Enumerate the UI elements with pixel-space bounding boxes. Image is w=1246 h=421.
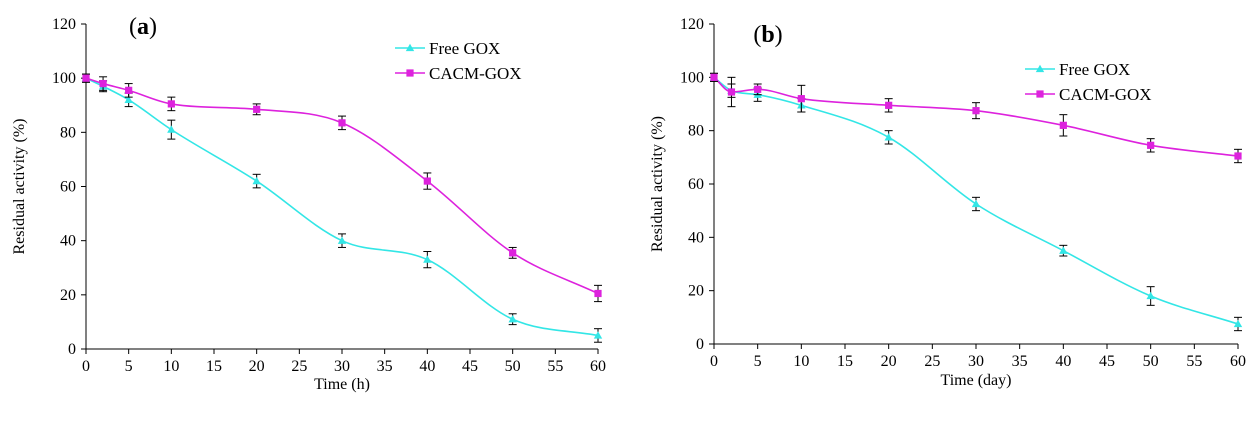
data-point [884,133,893,141]
x-tick-label: 5 [754,353,762,370]
x-tick-label: 50 [1143,353,1159,370]
series-free-gox [81,73,603,343]
x-axis-label: Time (h) [314,376,370,393]
data-point [252,176,261,185]
x-tick-label: 45 [462,358,478,375]
data-point [1147,141,1155,149]
data-point [885,101,893,109]
x-tick-label: 30 [334,358,350,375]
series-line [85,77,599,295]
data-point [253,105,261,113]
y-tick-label: 40 [60,233,76,250]
chart-panel-b: 0 20 40 60 80 100 120 0 5 10 15 20 25 30 35 40 45 50 55 60 T… [649,16,1246,389]
x-axis-label: Time (day) [941,372,1012,389]
data-point [1234,152,1242,160]
legend-entry: CACM-GOX [395,64,522,83]
legend-entry: Free GOX [1025,60,1130,79]
legend-marker [405,43,415,52]
data-point [593,331,603,339]
legend-marker [1036,90,1044,98]
x-tick-label: 25 [291,358,307,375]
x-tick-label: 10 [793,353,809,370]
y-tick-label: 80 [60,124,76,141]
data-point [125,86,133,94]
y-axis-label: Residual activity (%) [649,116,666,252]
y-tick-label: 120 [680,16,704,33]
y-tick-label: 0 [68,341,76,358]
x-tick-label: 35 [377,358,393,375]
x-tick-label: 20 [249,358,265,375]
data-point [167,125,176,133]
data-point [971,199,981,208]
y-tick-label: 60 [60,179,76,196]
y-tick-label: 20 [60,287,76,304]
series-line [713,76,1239,325]
x-tick-label: 25 [924,353,940,370]
data-point [1233,319,1243,328]
x-tick-label: 5 [125,358,133,375]
series-cacm-gox [82,73,602,303]
x-tick-label: 45 [1099,353,1115,370]
legend-label: CACM-GOX [429,64,522,83]
panel-label: (a) [129,14,157,40]
data-point [727,88,736,96]
series-line [85,77,599,337]
data-point [509,249,517,257]
y-tick-label: 0 [696,336,704,353]
y-tick-label: 20 [688,283,704,300]
y-tick-label: 40 [688,229,704,246]
x-tick-label: 50 [505,358,521,375]
legend-marker [406,69,414,77]
x-tick-label: 10 [163,358,179,375]
x-tick-label: 40 [1055,353,1071,370]
data-point [82,74,90,82]
series-cacm-gox [710,72,1242,164]
data-point [1146,291,1155,300]
x-tick-label: 0 [710,353,718,370]
data-point [754,85,762,93]
legend-entry: Free GOX [395,39,500,58]
y-tick-label: 80 [688,123,704,140]
x-tick-label: 15 [206,358,222,375]
x-tick-label: 15 [837,353,853,370]
x-tick-label: 60 [590,358,606,375]
chart-panel-a: 0 20 40 60 80 100 120 0 5 10 15 20 25 30 35 40 45 50 55 60 T… [11,14,606,393]
x-tick-label: 55 [547,358,563,375]
data-point [797,95,805,103]
legend-marker [1035,64,1045,73]
data-point [423,255,432,263]
data-point [972,107,980,115]
data-point [338,119,346,127]
data-point [337,236,347,244]
y-axis-label: Residual activity (%) [11,119,28,255]
y-tick-label: 60 [688,176,704,193]
data-point [710,73,718,81]
legend-label: CACM-GOX [1059,85,1152,104]
y-tick-label: 100 [52,70,76,87]
legend-entry: CACM-GOX [1025,85,1152,104]
x-tick-label: 60 [1230,353,1246,370]
legend-label: Free GOX [1059,60,1130,79]
data-point [124,95,133,103]
data-point [1059,121,1067,129]
x-tick-label: 40 [419,358,435,375]
legend-label: Free GOX [429,39,500,58]
data-point [167,100,175,108]
x-tick-label: 35 [1012,353,1028,370]
x-tick-label: 30 [968,353,984,370]
series-line [713,76,1239,157]
y-tick-label: 100 [680,69,704,86]
panel-label: (b) [753,22,782,48]
data-point [423,177,431,185]
data-point [99,79,107,88]
y-tick-label: 120 [52,16,76,33]
data-point [508,315,517,323]
x-tick-label: 0 [82,358,90,375]
x-tick-label: 20 [881,353,897,370]
data-point [594,289,602,298]
data-point [1059,246,1068,254]
x-tick-label: 55 [1186,353,1202,370]
